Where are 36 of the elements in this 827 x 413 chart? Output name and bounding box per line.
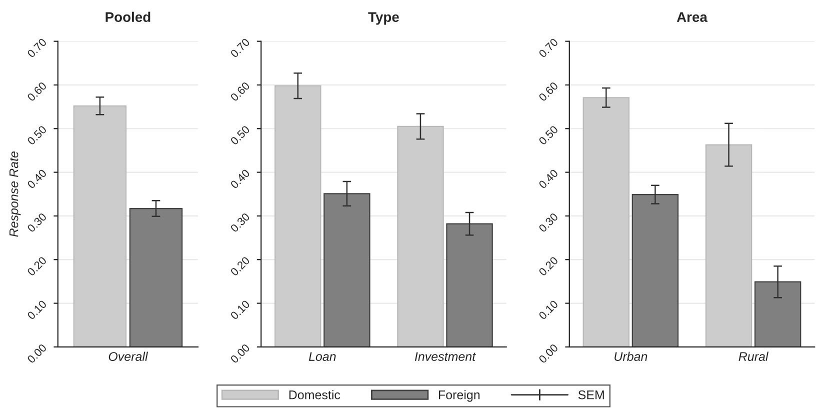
- y-tick-label: 0.70: [230, 38, 250, 58]
- x-tick-label: Loan: [308, 352, 336, 361]
- y-tick-label: 0.20: [230, 256, 250, 276]
- chart-title: Type: [368, 12, 399, 25]
- y-tick-label: 0.40: [26, 168, 48, 190]
- legend-label: Domestic: [289, 390, 340, 400]
- y-tick-label: 0.30: [230, 212, 250, 233]
- y-tick-label: 0.30: [538, 212, 558, 233]
- y-tick-label: 0.00: [230, 343, 250, 364]
- y-tick-label: 0.30: [26, 212, 48, 233]
- y-tick-label: 0.60: [538, 81, 558, 102]
- y-tick-label: 0.10: [230, 300, 250, 320]
- x-tick-label: Investment: [414, 352, 476, 361]
- chart-title: Area: [676, 12, 708, 22]
- y-axis-title: Response Rate: [10, 151, 21, 237]
- y-tick-label: 0.20: [538, 256, 558, 276]
- y-tick-label: 0.40: [230, 168, 250, 190]
- y-tick-label: 0.00: [538, 343, 558, 364]
- y-tick-label: 0.60: [26, 81, 48, 102]
- y-tick-label: 0.50: [230, 125, 250, 146]
- y-tick-label: 0.10: [26, 300, 48, 320]
- y-tick-label: 0.00: [26, 343, 48, 364]
- y-tick-label: 0.50: [26, 125, 48, 146]
- y-tick-label: 0.10: [538, 300, 558, 320]
- y-tick-label: 0.60: [230, 81, 250, 102]
- y-tick-label: 0.20: [26, 256, 48, 276]
- text: SEM: [578, 390, 604, 400]
- chart-title: Pooled: [106, 12, 150, 22]
- x-tick-label: Urban: [614, 352, 648, 361]
- y-tick-label: 0.70: [26, 38, 48, 58]
- y-tick-label: 0.70: [538, 38, 558, 58]
- x-tick-label: Rural: [738, 352, 769, 361]
- y-tick-label: 0.50: [538, 125, 558, 146]
- y-tick-label: 0.40: [538, 168, 558, 190]
- x-tick-label: Overall: [108, 352, 148, 361]
- legend-label: Foreign: [438, 390, 480, 402]
